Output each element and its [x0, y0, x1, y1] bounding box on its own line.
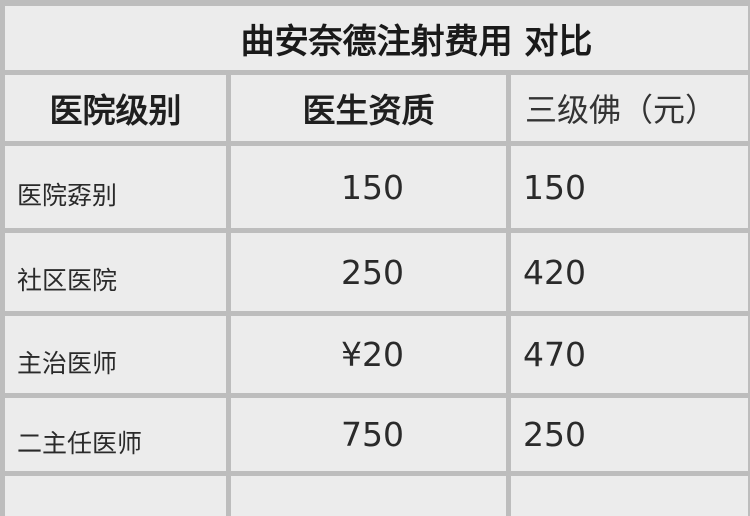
table-row-4-value-2: 250 — [511, 398, 748, 471]
table-row-5-label — [5, 476, 226, 516]
header-doctor-qualification: 医生资质 — [231, 75, 506, 141]
header-hospital-level: 医院级别 — [5, 75, 226, 141]
table-row-2-value-2: 420 — [511, 233, 748, 311]
table-row-2-value-1: 250 — [231, 233, 506, 311]
table-title: 曲安奈德注射费用 对比 — [5, 6, 748, 70]
table-row-1-label: 医院孬别 — [5, 146, 226, 228]
header-tertiary-price: 三级佛（元） — [511, 75, 748, 141]
table-row-1-value-1: 150 — [231, 146, 506, 228]
table-row-2-label: 社区医院 — [5, 233, 226, 311]
table-row-5-value-1 — [231, 476, 506, 516]
table-row-3-label: 主治医师 — [5, 316, 226, 393]
table-row-1-value-2: 150 — [511, 146, 748, 228]
table-row-3-value-2: 470 — [511, 316, 748, 393]
table-row-4-label: 二主任医师 — [5, 398, 226, 471]
table-row-5-value-2 — [511, 476, 748, 516]
table-row-4-value-1: 750 — [231, 398, 506, 471]
table-row-3-value-1: ¥20 — [231, 316, 506, 393]
